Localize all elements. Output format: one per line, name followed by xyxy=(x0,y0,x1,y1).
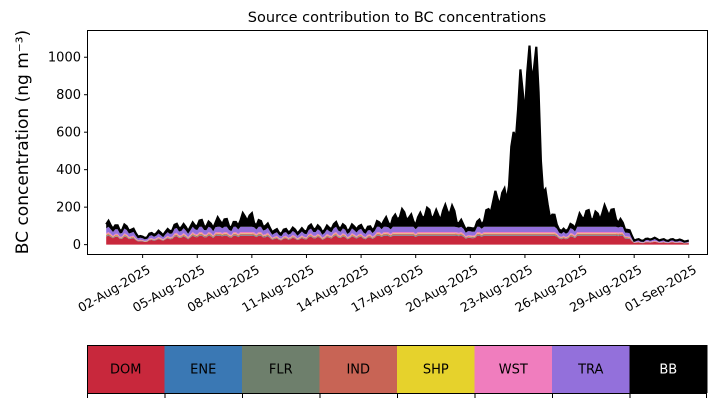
y-tick-label: 800 xyxy=(56,88,81,103)
legend-swatch-dom xyxy=(87,345,165,393)
legend-label: IND xyxy=(346,363,370,378)
legend-label: ENE xyxy=(190,363,216,378)
y-axis: 0 200 400 600 800 1000 xyxy=(48,51,88,253)
legend-label: BB xyxy=(659,363,677,378)
y-axis-label: BC concentration (ng m⁻³) xyxy=(13,30,33,254)
area-tra xyxy=(106,226,689,243)
legend-label: FLR xyxy=(269,363,293,378)
x-axis: 02-Aug-202505-Aug-202508-Aug-202511-Aug-… xyxy=(75,254,699,315)
legend-label: TRA xyxy=(577,363,603,378)
legend-swatch-tra xyxy=(552,345,630,393)
area-dom xyxy=(106,235,689,245)
color-legend: DOM ENE FLR IND SHP WST TRA BB xyxy=(87,345,708,398)
legend-label: SHP xyxy=(423,363,449,378)
legend-label: DOM xyxy=(110,363,141,378)
legend-swatch-shp xyxy=(397,345,475,393)
y-tick-label: 400 xyxy=(56,163,81,178)
legend-swatch-wst xyxy=(474,345,553,393)
legend-swatch-flr xyxy=(242,345,320,393)
legend-swatch-ind xyxy=(319,345,398,393)
y-tick-label: 200 xyxy=(56,201,81,216)
plot-frame xyxy=(87,30,708,255)
legend-swatch-ene xyxy=(164,345,243,393)
legend-label: WST xyxy=(499,363,528,378)
y-tick-label: 600 xyxy=(56,126,81,141)
legend-swatch-bb xyxy=(629,345,708,393)
y-tick-label: 0 xyxy=(73,238,81,253)
total-line xyxy=(105,45,690,243)
chart-title: Source contribution to BC concentrations xyxy=(248,10,546,26)
y-tick-label: 1000 xyxy=(48,51,81,66)
